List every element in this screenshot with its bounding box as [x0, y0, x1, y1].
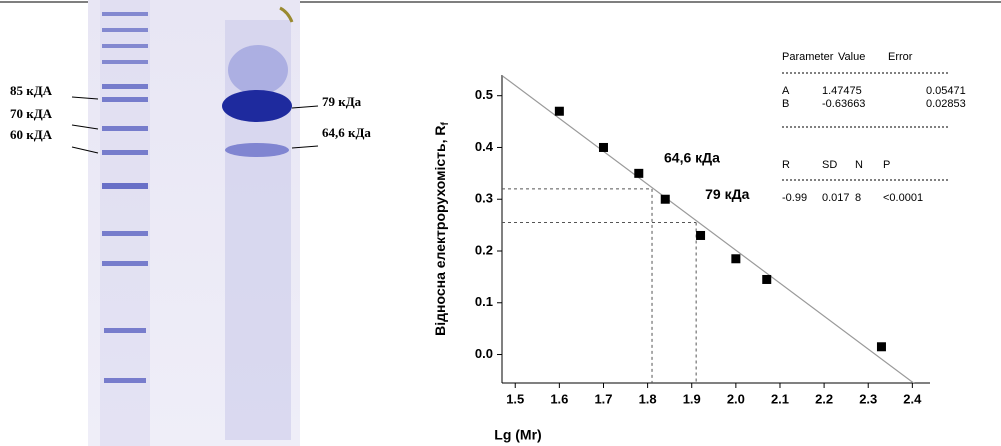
y-axis-label-main: Відносна електрорухомість, R [432, 125, 448, 335]
annotation: 79 кДа [705, 186, 749, 202]
x-tick-label: 2.3 [859, 391, 877, 406]
x-tick-label: 2.2 [815, 391, 833, 406]
y-tick-label: 0.5 [475, 87, 493, 102]
y-tick-label: 0.0 [475, 346, 493, 361]
y-tick-label: 0.4 [475, 139, 494, 154]
x-tick-label: 2.0 [727, 391, 745, 406]
table-header: P [883, 159, 890, 171]
x-tick-label: 1.6 [550, 391, 568, 406]
table-cell: 0.05471 [926, 85, 966, 97]
table-header: R [782, 159, 790, 171]
table-cell: 0.02853 [926, 98, 966, 110]
gel-label: 85 кДА [10, 83, 53, 98]
point [731, 254, 740, 263]
table-cell: -0.99 [782, 192, 807, 204]
point [555, 107, 564, 116]
table-cell: B [782, 98, 789, 110]
table-cell: -0.63663 [822, 98, 865, 110]
x-tick-label: 1.7 [594, 391, 612, 406]
table-cell: A [782, 85, 790, 97]
y-axis-label-sub: f [440, 121, 451, 125]
x-tick-label: 2.4 [903, 391, 922, 406]
y-tick-label: 0.2 [475, 242, 493, 257]
table-cell: <0.0001 [883, 192, 923, 204]
gel-label: 64,6 кДа [322, 125, 371, 140]
table-cell: 8 [855, 192, 861, 204]
table-header: Error [888, 51, 913, 63]
point [762, 275, 771, 284]
point [696, 231, 705, 240]
x-tick-label: 1.8 [639, 391, 657, 406]
point [877, 342, 886, 351]
y-tick-label: 0.1 [475, 294, 493, 309]
gel-image [88, 0, 300, 446]
x-tick-label: 1.9 [683, 391, 701, 406]
gel-label: 70 кДА [10, 106, 53, 121]
gel-label: 79 кДа [322, 94, 362, 109]
point [634, 169, 643, 178]
figure: 85 кДА 70 кДА 60 кДА 79 кДа 64,6 кДа Lg … [0, 0, 1001, 446]
x-axis-label: Lg (Mr) [494, 427, 541, 443]
table-header: Value [838, 51, 865, 63]
point [599, 143, 608, 152]
annotation: 64,6 кДа [664, 150, 720, 166]
gel-label: 60 кДА [10, 127, 53, 142]
table-header: SD [822, 159, 837, 171]
x-tick-label: 1.5 [506, 391, 524, 406]
point [661, 195, 670, 204]
table-cell: 0.017 [822, 192, 850, 204]
y-tick-label: 0.3 [475, 191, 493, 206]
figure-canvas: 85 кДА 70 кДА 60 кДА 79 кДа 64,6 кДа Lg … [0, 0, 1001, 446]
table-cell: 1.47475 [822, 85, 862, 97]
table-header: N [855, 159, 863, 171]
x-tick-label: 2.1 [771, 391, 789, 406]
fit-line [502, 76, 930, 396]
table-header: Parameter [782, 51, 834, 63]
y-axis-label: Відносна електрорухомість, Rf [432, 121, 451, 335]
